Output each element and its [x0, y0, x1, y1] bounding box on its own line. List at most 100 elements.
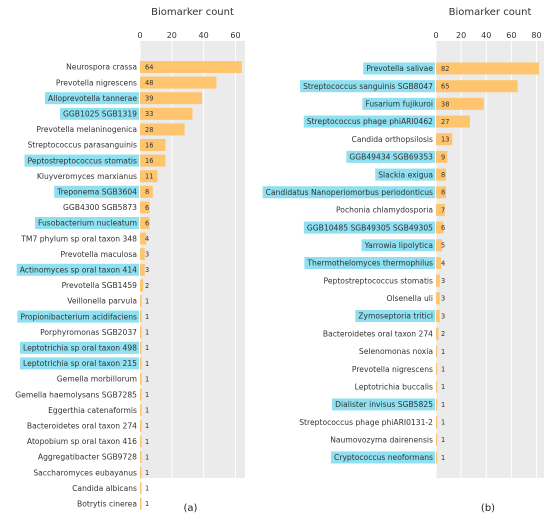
category-label: Candida orthopsilosis — [352, 135, 433, 144]
value-label: 2 — [145, 282, 149, 290]
category-label: Prevotella salivae — [366, 64, 433, 73]
category-label: Cryptococcus neoformans — [334, 453, 433, 462]
bar — [436, 345, 438, 358]
category-label: Veillonella parvula — [67, 297, 137, 306]
bar — [140, 466, 142, 479]
value-label: 1 — [441, 365, 445, 373]
category-label: Actinomyces sp oral taxon 414 — [20, 266, 137, 275]
label-highlight — [300, 80, 435, 93]
bar — [140, 263, 145, 276]
bar — [140, 451, 142, 463]
category-label: Candidatus Nanoperiomorbus periodonticus — [266, 188, 433, 197]
x-tick-label: 80 — [531, 31, 541, 40]
label-highlight — [45, 92, 139, 105]
plot-background — [140, 41, 245, 478]
value-label: 1 — [145, 422, 149, 430]
bar — [436, 150, 448, 163]
value-label: 28 — [145, 126, 153, 134]
value-label: 27 — [441, 118, 449, 126]
label-highlight — [355, 310, 435, 323]
category-label: Selenomonas noxia — [359, 347, 433, 356]
category-label: Peptostreptococcus stomatis — [324, 276, 434, 285]
value-label: 6 — [145, 219, 149, 227]
value-label: 1 — [441, 401, 445, 409]
category-label: Olsenella uli — [386, 294, 433, 303]
category-label: Streptococcus parasanguinis — [27, 141, 137, 150]
value-label: 1 — [145, 391, 149, 399]
bar — [436, 133, 453, 146]
category-label: Pochonia chlamydosporia — [336, 206, 433, 215]
bar — [140, 497, 142, 510]
bar — [436, 97, 484, 110]
category-label: Yarrowia lipolytica — [364, 241, 433, 250]
bar — [436, 380, 438, 393]
bar — [140, 326, 142, 339]
category-label: Fusarium fujikuroi — [365, 100, 433, 109]
bar — [140, 107, 193, 120]
value-label: 82 — [441, 65, 449, 73]
bar — [140, 217, 150, 229]
value-label: 8 — [145, 188, 149, 196]
x-tick-label: 20 — [167, 31, 177, 40]
panel-label: (a) — [184, 503, 198, 514]
bar — [436, 115, 470, 128]
bar — [140, 373, 142, 385]
category-label: Neurospora crassa — [66, 63, 137, 72]
x-tick-label: 40 — [199, 31, 209, 40]
value-label: 9 — [441, 153, 445, 161]
bar — [436, 168, 447, 181]
bar — [436, 292, 440, 305]
value-label: 1 — [441, 436, 445, 444]
category-label: Streptococcus sanguinis SGB8047 — [303, 82, 433, 91]
bar — [436, 62, 539, 75]
bar — [436, 416, 438, 429]
label-highlight — [303, 115, 435, 128]
bar — [140, 139, 166, 151]
bar — [436, 239, 443, 252]
category-label: Alloprevotella tannerae — [48, 94, 137, 103]
x-tick-label: 0 — [433, 31, 438, 40]
category-label: Botrytis cinerea — [77, 500, 137, 509]
value-label: 38 — [441, 100, 449, 108]
label-highlight — [35, 217, 139, 229]
category-label: Streptococcus phage phiARI0131-2 — [299, 418, 433, 427]
value-label: 1 — [145, 375, 149, 383]
value-label: 6 — [441, 224, 445, 232]
bar — [436, 203, 445, 216]
bar — [436, 256, 442, 269]
category-label: Porphyromonas SGB2037 — [40, 328, 137, 337]
bar — [140, 357, 142, 370]
bar — [436, 80, 518, 93]
category-label: Prevotella melaninogenica — [36, 125, 137, 134]
value-label: 1 — [441, 383, 445, 391]
x-tick-label: 20 — [456, 31, 466, 40]
value-label: 3 — [441, 277, 445, 285]
category-label: TM7 phylum sp oral taxon 348 — [20, 234, 137, 243]
value-label: 1 — [145, 453, 149, 461]
value-label: 6 — [145, 204, 149, 212]
plot-background — [436, 41, 544, 478]
x-axis-title: Biomarker count — [151, 7, 234, 18]
label-highlight — [332, 398, 435, 411]
value-label: 1 — [145, 344, 149, 352]
bar — [140, 201, 150, 214]
value-label: 3 — [441, 312, 445, 320]
x-tick-label: 60 — [230, 31, 240, 40]
category-label: Streptococcus phage phiARI0462 — [307, 117, 433, 126]
bar — [140, 154, 166, 167]
value-label: 1 — [145, 485, 149, 493]
label-highlight — [361, 239, 435, 252]
bar — [436, 433, 438, 446]
value-label: 1 — [145, 360, 149, 368]
value-label: 4 — [145, 235, 149, 243]
value-label: 1 — [145, 407, 149, 415]
category-label: Treponema SGB3604 — [56, 188, 137, 197]
value-label: 3 — [441, 295, 445, 303]
category-label: Bacteroidetes oral taxon 274 — [323, 329, 433, 338]
bar — [140, 295, 142, 307]
category-label: Eggerthia catenaformis — [48, 406, 137, 415]
category-label: Bacteroidetes oral taxon 274 — [27, 422, 137, 431]
category-label: GGB1025 SGB1319 — [63, 110, 137, 119]
bar — [436, 327, 439, 340]
